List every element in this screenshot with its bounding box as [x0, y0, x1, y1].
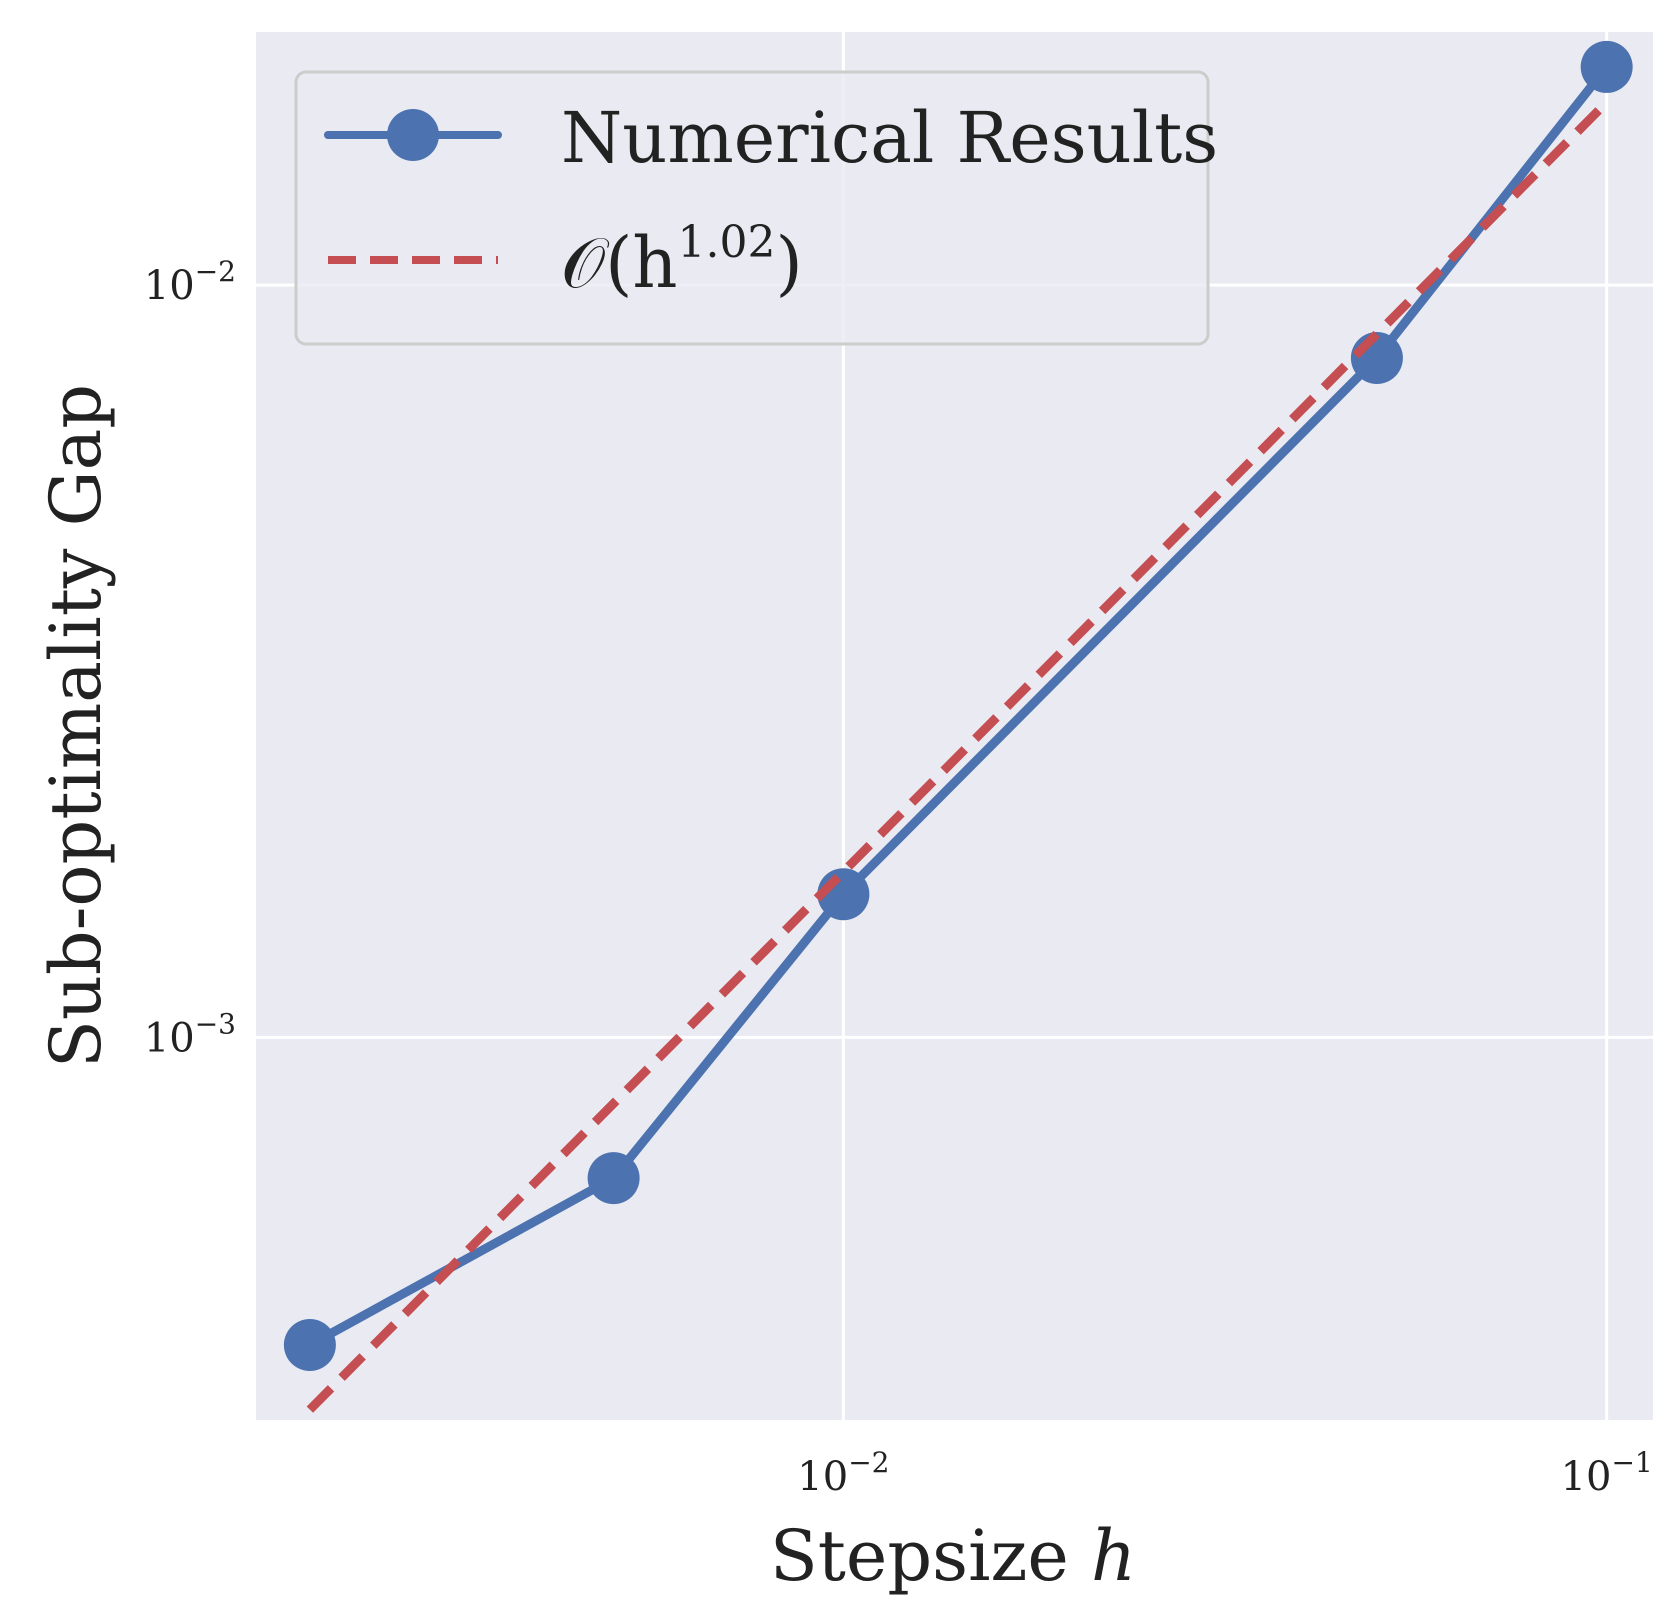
y-tick-exp: −2 [195, 255, 236, 288]
x-tick-label: 10−1 [1561, 1446, 1653, 1500]
x-axis-title-var: h [1091, 1515, 1136, 1597]
x-tick-label: 10−2 [797, 1446, 889, 1500]
legend: Numerical Results 𝒪(h1.02) [294, 70, 1218, 346]
y-tick-label: 10−2 [144, 255, 236, 309]
y-tick-exp: −3 [195, 1007, 236, 1040]
data-point [1580, 40, 1633, 93]
data-point [283, 1318, 336, 1371]
x-axis-title-text: Stepsize [770, 1515, 1069, 1597]
legend-label-fit: 𝒪(h1.02) [561, 217, 803, 304]
legend-label-numerical-results: Numerical Results [561, 97, 1218, 179]
x-tick-base: 10 [1561, 1454, 1612, 1500]
y-tick-base: 10 [144, 1015, 195, 1061]
x-tick-exp: −1 [1611, 1446, 1652, 1479]
legend-label-fit-close: ) [775, 222, 802, 304]
legend-marker-numerical-results [387, 109, 439, 161]
y-axis-title: Sub-optimality Gap [35, 384, 117, 1068]
x-tick-base: 10 [797, 1454, 848, 1500]
y-tick-label: 10−3 [144, 1007, 236, 1061]
legend-label-fit-sup: 1.02 [678, 217, 776, 268]
x-axis-title: Stepsize h [770, 1515, 1136, 1597]
tick-labels: 10−2 10−110−210−3 [144, 255, 1653, 1500]
y-tick-base: 10 [144, 263, 195, 309]
series-layer [283, 40, 1633, 1413]
data-point [587, 1152, 640, 1205]
x-tick-exp: −2 [848, 1446, 889, 1479]
series-fit [306, 99, 1610, 1413]
legend-label-fit-main: 𝒪(h [561, 222, 678, 304]
legend-box [294, 70, 1210, 346]
fit-line [306, 99, 1610, 1413]
